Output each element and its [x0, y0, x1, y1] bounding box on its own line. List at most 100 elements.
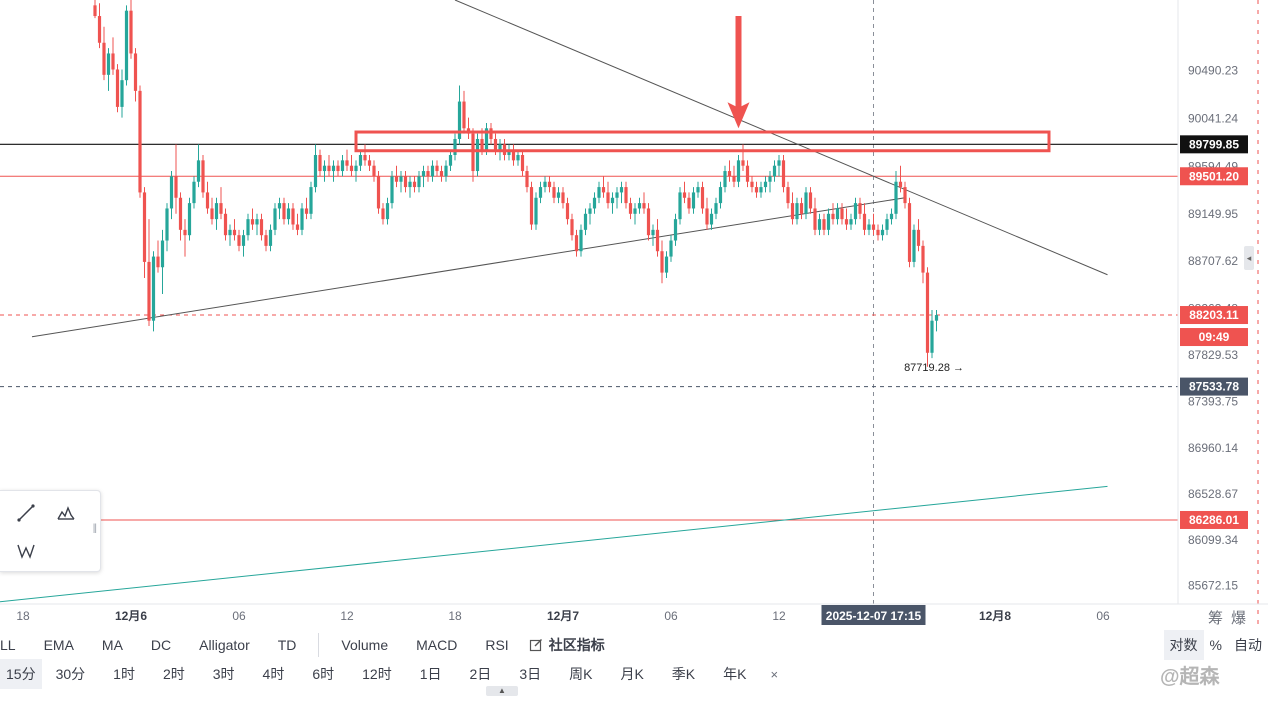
- candle-body: [799, 203, 804, 214]
- candle-body: [759, 187, 763, 193]
- candle-body: [552, 187, 556, 198]
- candle-body: [345, 160, 349, 166]
- indicator-dc[interactable]: DC: [150, 637, 172, 653]
- pattern-tool-icon[interactable]: [46, 493, 86, 533]
- candle-body: [111, 53, 115, 70]
- time-tick-label: 12月6: [115, 609, 147, 623]
- candle-body: [376, 176, 381, 209]
- percent-scale-toggle[interactable]: %: [1209, 637, 1222, 653]
- candle-body: [511, 149, 516, 161]
- candle-body: [610, 197, 615, 204]
- candle-body: [565, 203, 570, 220]
- interval-12h[interactable]: 12时: [362, 666, 392, 682]
- interval-30m[interactable]: 30分: [55, 666, 86, 682]
- interval-2h[interactable]: 2时: [162, 666, 185, 682]
- candle-body: [916, 229, 921, 246]
- indicator-bll[interactable]: LL: [0, 637, 16, 653]
- interval-year[interactable]: 年K: [723, 666, 747, 682]
- indicator-macd[interactable]: MACD: [416, 637, 458, 653]
- candle-body: [543, 181, 547, 188]
- candle-body: [183, 229, 187, 236]
- interval-4h[interactable]: 4时: [262, 666, 285, 682]
- candle-body: [165, 208, 169, 241]
- community-indicators-button[interactable]: 社区指标: [523, 630, 619, 660]
- candle-body: [421, 171, 426, 177]
- interval-15m[interactable]: 15分: [0, 659, 42, 689]
- candle-body: [196, 160, 201, 182]
- candle-body: [129, 10, 133, 54]
- candle-body: [660, 251, 664, 273]
- candle-body: [934, 315, 939, 321]
- candle-body: [849, 219, 853, 225]
- trendline-tool-icon[interactable]: [6, 493, 46, 533]
- candle-body: [327, 165, 331, 172]
- candle-body: [187, 203, 192, 236]
- price-tick-label: 87393.75: [1188, 395, 1238, 409]
- price-axis-bg: [1178, 0, 1268, 604]
- interval-2d[interactable]: 2日: [469, 666, 492, 682]
- panel-grip-icon[interactable]: ||: [92, 523, 97, 534]
- candle-body: [894, 181, 898, 214]
- annotations-layer: 87719.28 →: [354, 16, 1051, 374]
- candle-body: [453, 138, 457, 156]
- time-axis[interactable]: 18 12月6 06 12 18 12月7 06 12 12月8 06 2025-12-07 17:…: [16, 605, 1110, 625]
- indicator-td[interactable]: TD: [277, 637, 297, 653]
- candle-body: [219, 203, 223, 214]
- candle-body: [624, 187, 628, 204]
- candle-body: [705, 208, 709, 225]
- candle-body: [844, 219, 849, 225]
- candle-body: [358, 155, 363, 166]
- price-tick-label: 89149.95: [1188, 207, 1238, 221]
- candle-body: [619, 187, 624, 193]
- interval-3d[interactable]: 3日: [519, 666, 542, 682]
- candle-body: [651, 229, 655, 236]
- wave-tool-icon[interactable]: [6, 531, 46, 571]
- log-scale-toggle[interactable]: 对数: [1163, 630, 1204, 660]
- candle-body: [300, 208, 304, 230]
- price-level-label: 89501.20: [1189, 169, 1239, 183]
- auto-scale-toggle[interactable]: 自动: [1234, 637, 1262, 653]
- candle-body: [628, 203, 633, 214]
- candle-body: [547, 181, 552, 188]
- candle-body: [205, 192, 210, 209]
- interval-1h[interactable]: 1时: [113, 666, 135, 682]
- price-tick-label: 90041.24: [1188, 112, 1238, 126]
- interval-month[interactable]: 月K: [620, 666, 644, 682]
- indicator-ema[interactable]: EMA: [43, 637, 74, 653]
- interval-3h[interactable]: 3时: [212, 666, 235, 682]
- candle-body: [930, 320, 934, 353]
- price-axis-scroll-handle[interactable]: ◂: [1244, 246, 1254, 270]
- close-icon[interactable]: ×: [770, 666, 779, 682]
- price-axis[interactable]: 90490.2390041.2489594.4989149.9588707.62…: [1180, 64, 1248, 593]
- candle-body: [646, 208, 651, 236]
- interval-quarter[interactable]: 季K: [671, 666, 696, 682]
- candle-body: [637, 203, 642, 209]
- candle-body: [592, 197, 597, 209]
- community-indicators-label: 社区指标: [548, 637, 605, 653]
- candle-body: [192, 181, 196, 204]
- candle-body: [763, 181, 768, 188]
- candle-body: [727, 171, 732, 177]
- indicator-volume[interactable]: Volume: [341, 637, 389, 653]
- candle-body: [273, 208, 277, 230]
- interval-1d[interactable]: 1日: [419, 666, 442, 682]
- indicator-alligator[interactable]: Alligator: [199, 637, 250, 653]
- candle-body: [669, 240, 673, 257]
- price-chart[interactable]: 87719.28 → 90490.2390041.2489594.4989149…: [0, 0, 1268, 630]
- edit-icon: [529, 639, 542, 652]
- collapse-toggle-icon[interactable]: ▲: [486, 686, 518, 696]
- time-tick-label: 12月7: [547, 609, 579, 623]
- time-tick-label: 12: [340, 609, 354, 623]
- candle-body: [304, 208, 309, 214]
- indicator-ma[interactable]: MA: [101, 637, 123, 653]
- time-tick-label: 06: [664, 609, 678, 623]
- indicator-rsi[interactable]: RSI: [485, 637, 509, 653]
- interval-toolbar: 15分 30分 1时 2时 3时 4时 6时 12时 1日 2日 3日 周K 月…: [0, 659, 1268, 689]
- interval-6h[interactable]: 6时: [312, 666, 335, 682]
- candle-body: [786, 187, 790, 204]
- interval-week[interactable]: 周K: [569, 666, 593, 682]
- candle-body: [295, 224, 300, 230]
- candle-body: [750, 181, 754, 188]
- candle-body: [817, 219, 822, 230]
- price-level-badge: [1180, 377, 1248, 396]
